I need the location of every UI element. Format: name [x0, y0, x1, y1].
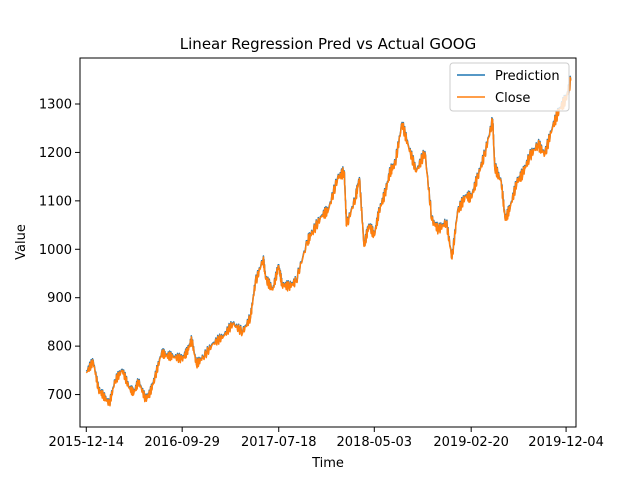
- series-line-close: [85, 76, 572, 407]
- x-tick-label: 2016-09-29: [144, 435, 220, 450]
- x-tick-label: 2018-05-03: [337, 435, 413, 450]
- y-tick-label: 1000: [39, 243, 72, 258]
- y-tick-label: 1300: [39, 98, 72, 113]
- legend-label-prediction: Prediction: [495, 69, 560, 84]
- y-tick-label: 1200: [39, 146, 72, 161]
- y-tick-label: 800: [47, 340, 72, 355]
- legend-label-close: Close: [495, 91, 530, 106]
- series-lines: [85, 75, 572, 407]
- y-tick-label: 1100: [39, 194, 72, 209]
- chart-title: Linear Regression Pred vs Actual GOOG: [180, 35, 476, 53]
- y-axis-label: Value: [14, 224, 29, 260]
- x-tick-label: 2019-02-20: [433, 435, 509, 450]
- legend: Prediction Close: [449, 62, 570, 112]
- y-tick-label: 700: [47, 388, 72, 403]
- x-axis: 2015-12-14 2016-09-29 2017-07-18 2018-05-03…: [49, 427, 604, 450]
- plot-frame: [79, 57, 577, 428]
- x-tick-label: 2017-07-18: [241, 435, 317, 450]
- y-tick-label: 900: [47, 291, 72, 306]
- y-axis: 700 800 900 1000 1100 1200 1300: [39, 98, 80, 403]
- x-tick-label: 2019-12-04: [528, 435, 604, 450]
- x-tick-label: 2015-12-14: [49, 435, 125, 450]
- series-line-prediction: [85, 75, 572, 406]
- x-axis-label: Time: [311, 456, 344, 471]
